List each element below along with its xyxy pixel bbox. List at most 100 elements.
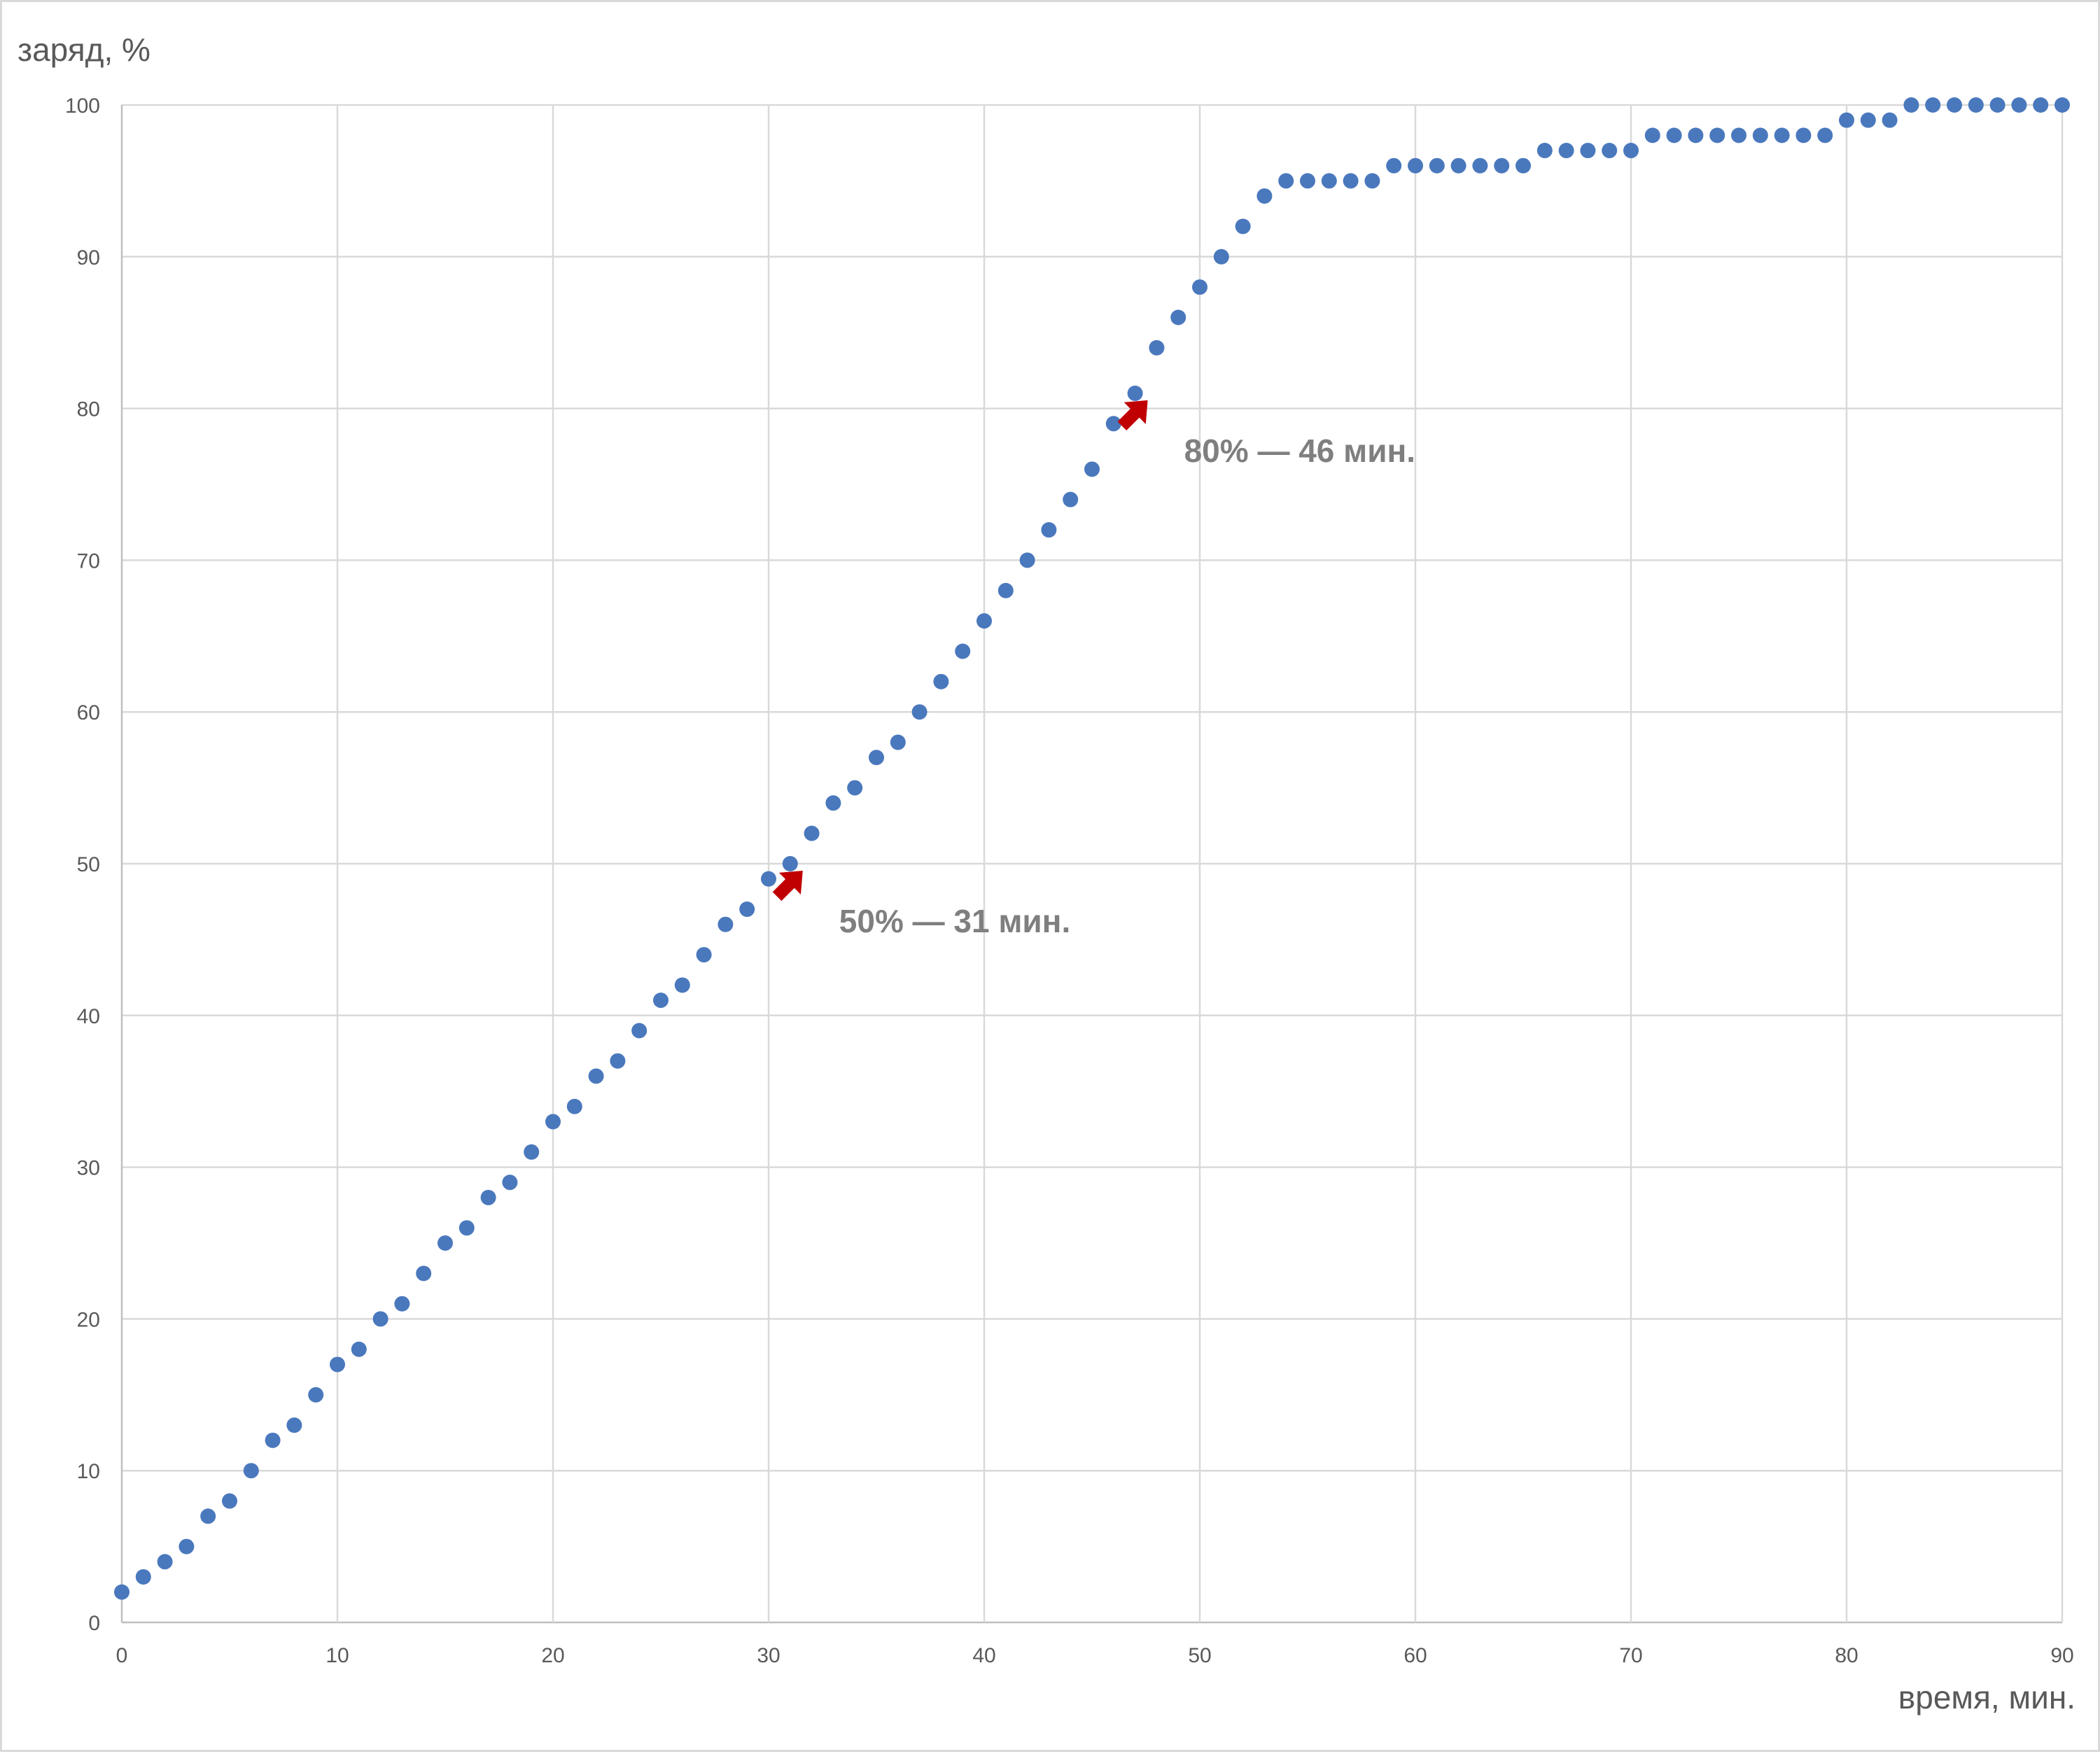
data-point — [997, 582, 1014, 598]
data-point — [1580, 143, 1596, 159]
y-tick-label: 0 — [88, 1612, 100, 1635]
data-point — [394, 1296, 410, 1312]
y-tick-label: 80 — [77, 398, 100, 421]
data-point — [739, 901, 755, 918]
data-point — [1170, 309, 1186, 325]
y-tick-label: 100 — [65, 94, 100, 118]
data-point — [1364, 173, 1380, 189]
data-point — [1839, 112, 1854, 128]
data-point — [308, 1387, 324, 1403]
data-point — [1666, 127, 1682, 143]
data-point — [1105, 416, 1121, 432]
data-point — [1882, 112, 1898, 128]
data-point — [1472, 157, 1488, 174]
data-point — [1860, 112, 1876, 128]
x-tick-label: 90 — [2050, 1644, 2073, 1667]
data-point — [330, 1356, 345, 1373]
data-point — [610, 1053, 626, 1069]
data-point — [674, 977, 690, 993]
data-point — [782, 856, 798, 871]
x-tick-label: 80 — [1835, 1644, 1858, 1667]
data-point — [1429, 157, 1445, 174]
data-point — [1795, 127, 1812, 143]
data-point — [1903, 97, 1919, 113]
data-point — [2033, 97, 2049, 113]
data-point — [1558, 143, 1574, 159]
x-tick-label: 40 — [972, 1644, 995, 1667]
x-tick-label: 60 — [1404, 1644, 1427, 1667]
data-point — [1989, 97, 2005, 113]
data-point — [1127, 385, 1143, 401]
data-point — [1731, 127, 1746, 143]
data-point — [1149, 339, 1165, 356]
data-point — [157, 1554, 173, 1570]
data-point — [890, 734, 906, 750]
data-point — [1278, 173, 1294, 189]
data-point — [416, 1265, 432, 1282]
y-tick-label: 50 — [77, 853, 100, 876]
data-point — [1386, 157, 1402, 174]
data-point — [1041, 522, 1057, 538]
data-point — [351, 1341, 367, 1357]
tick-labels: 0 10 20 30 40 50 60 70 80 90 100 0 10 20 30 40 50 60 70 80 9… — [65, 94, 2074, 1667]
x-axis-title: время, мин. — [1898, 1679, 2076, 1716]
data-point — [2011, 97, 2027, 113]
data-point — [2054, 97, 2070, 113]
data-point — [1602, 143, 1618, 159]
x-tick-label: 10 — [326, 1644, 349, 1667]
data-point — [761, 871, 776, 887]
data-point — [955, 643, 971, 659]
data-point — [1019, 552, 1035, 568]
data-point — [1321, 173, 1337, 189]
data-point — [911, 704, 927, 720]
data-point — [1925, 97, 1941, 113]
annotation-label: 50% — 31 мин. — [839, 903, 1070, 939]
data-point — [438, 1235, 453, 1251]
data-point — [566, 1098, 582, 1114]
x-tick-label: 0 — [116, 1644, 128, 1667]
data-point — [1817, 127, 1833, 143]
data-point — [1213, 248, 1229, 265]
y-tick-label: 30 — [77, 1157, 100, 1180]
data-point — [1947, 97, 1962, 113]
y-tick-label: 60 — [77, 701, 100, 724]
data-point — [243, 1463, 259, 1479]
y-tick-label: 70 — [77, 549, 100, 573]
data-point — [135, 1569, 151, 1585]
x-tick-label: 30 — [757, 1644, 780, 1667]
data-point — [1644, 127, 1660, 143]
data-point — [1688, 127, 1704, 143]
data-point — [631, 1023, 648, 1039]
data-point — [1192, 279, 1208, 295]
data-point — [1709, 127, 1726, 143]
data-point — [524, 1144, 540, 1160]
data-point — [1063, 491, 1079, 507]
data-point — [372, 1311, 388, 1327]
data-point — [976, 613, 992, 629]
data-point — [200, 1508, 216, 1524]
data-point — [1450, 157, 1466, 174]
data-point — [178, 1538, 195, 1555]
data-point — [222, 1493, 237, 1509]
data-point — [114, 1584, 130, 1600]
x-tick-label: 70 — [1619, 1644, 1642, 1667]
annotation-arrow — [1117, 400, 1148, 431]
x-tick-label: 20 — [541, 1644, 564, 1667]
data-point — [696, 947, 712, 963]
data-point — [265, 1432, 281, 1448]
data-point — [1536, 143, 1553, 159]
data-point — [1752, 127, 1768, 143]
grid — [120, 104, 2064, 1624]
y-tick-label: 20 — [77, 1308, 100, 1331]
data-point — [286, 1417, 302, 1433]
y-tick-label: 40 — [77, 1005, 100, 1028]
data-point — [718, 916, 734, 932]
data-point — [1235, 218, 1251, 234]
annotation-arrow — [772, 871, 803, 901]
y-tick-label: 10 — [77, 1460, 100, 1483]
data-point — [1774, 127, 1790, 143]
data-point — [588, 1068, 604, 1084]
data-point — [1968, 97, 1984, 113]
